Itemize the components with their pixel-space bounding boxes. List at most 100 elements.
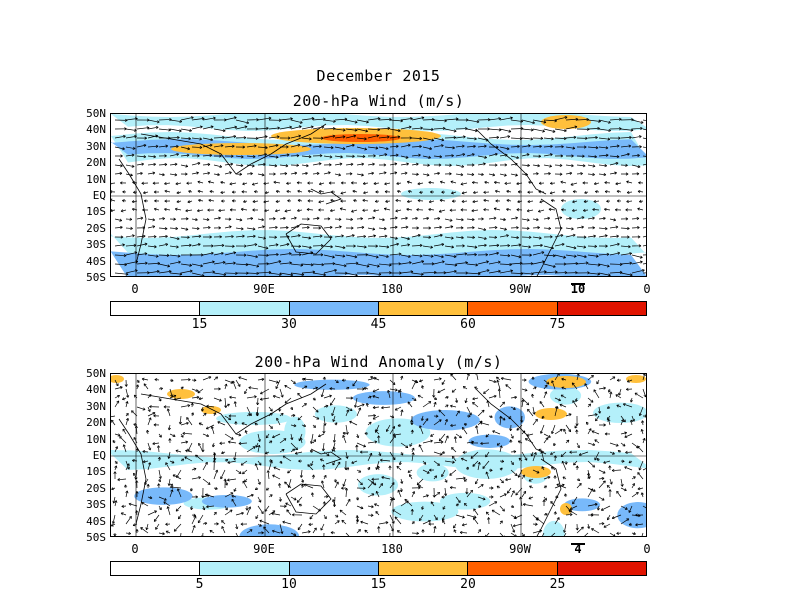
colorbar-segment	[557, 302, 646, 315]
anomaly-colorbar	[110, 561, 647, 576]
anomaly-map	[110, 373, 647, 537]
lat-label: 20S	[86, 221, 106, 235]
lon-label: 90E	[253, 282, 275, 296]
wind-panel-title: 200-hPa Wind (m/s)	[292, 92, 465, 110]
jet-core-pacific	[321, 134, 401, 142]
coast-africa	[118, 418, 147, 525]
coast-australia	[285, 223, 332, 255]
anomaly-max-6	[560, 503, 572, 515]
wind-vector-field	[111, 115, 646, 276]
anomaly-region	[352, 391, 415, 405]
anomaly-max-5	[521, 466, 551, 478]
lon-label: 0	[643, 282, 651, 296]
anomaly-region	[468, 434, 511, 448]
jet-max-atlantic	[541, 115, 591, 129]
colorbar-label: 20	[460, 577, 476, 592]
colorbar-segment	[378, 562, 469, 575]
colorbar-label: 75	[549, 317, 566, 332]
colorbar-label: 45	[370, 317, 387, 332]
coast-south-america	[536, 198, 562, 276]
anomaly-max-2	[201, 406, 221, 414]
coast-maritime	[310, 448, 342, 465]
coast-africa	[118, 158, 147, 265]
colorbar-label: 60	[460, 317, 476, 332]
colorbar-segment	[557, 562, 646, 575]
lat-label: 40S	[86, 254, 106, 268]
lat-label: 30N	[86, 399, 106, 413]
lat-label: 50N	[86, 107, 106, 120]
lat-label: 20N	[86, 416, 106, 430]
lat-label: EQ	[92, 449, 106, 462]
lat-label: 40N	[86, 123, 106, 137]
anomaly-region	[284, 416, 306, 446]
lat-label: 50S	[86, 531, 106, 544]
lat-label: 10S	[86, 205, 106, 219]
anomaly-region	[239, 524, 300, 536]
lat-label: 10S	[86, 465, 106, 479]
anomaly-region	[134, 487, 193, 505]
anomaly-region	[440, 492, 491, 510]
lon-label: 180	[381, 282, 403, 296]
colorbar-segment	[200, 302, 290, 315]
lon-label: 90W	[509, 542, 531, 556]
lat-label: 30S	[86, 498, 106, 512]
anomaly-region	[549, 386, 582, 405]
colorbar-label: 30	[281, 317, 297, 332]
lat-label: 30S	[86, 238, 106, 252]
anomaly-region	[411, 409, 480, 431]
colorbar-segment	[378, 302, 469, 315]
lon-label: 0	[131, 282, 139, 296]
colorbar-segment	[289, 302, 379, 315]
lon-label: 90W	[509, 282, 531, 296]
wind-ref-vector-label: 10	[570, 282, 586, 296]
wind-colorbar	[110, 301, 647, 316]
lat-label: 10N	[86, 172, 106, 186]
eq-anomaly-band	[111, 450, 646, 470]
map-grid	[111, 114, 646, 276]
lon-label: 90E	[253, 542, 275, 556]
anomaly-region	[391, 501, 459, 522]
month-title: December 2015	[316, 67, 441, 85]
lat-label: 40S	[86, 514, 106, 528]
colorbar-label: 15	[370, 577, 387, 592]
lat-label: 50S	[86, 271, 106, 284]
anomaly-region	[365, 418, 431, 447]
anomaly-region	[314, 405, 357, 423]
lon-label: 0	[643, 542, 651, 556]
south-blob	[141, 274, 201, 276]
anomaly-region	[294, 379, 370, 390]
lat-label: 40N	[86, 383, 106, 397]
jet-max-asia	[171, 143, 311, 155]
coast-australia	[285, 483, 332, 515]
lat-label: 10N	[86, 432, 106, 446]
anomaly-region	[216, 411, 292, 426]
lon-label: 180	[381, 542, 403, 556]
wind-map	[110, 113, 647, 277]
anomaly-ref-vector-arrow	[571, 543, 585, 545]
colorbar-segment	[111, 302, 201, 315]
colorbar-segment	[200, 562, 290, 575]
anomaly-region	[201, 494, 252, 508]
colorbar-segment	[289, 562, 379, 575]
anomaly-region	[357, 474, 399, 496]
anomaly-panel-title: 200-hPa Wind Anomaly (m/s)	[254, 353, 503, 371]
lat-label: EQ	[92, 189, 106, 202]
colorbar-label: 25	[549, 577, 566, 592]
coast-eurasia	[140, 123, 327, 175]
lat-label: 20N	[86, 156, 106, 170]
lat-label: 30N	[86, 139, 106, 153]
colorbar-segment	[111, 562, 201, 575]
anomaly-ref-vector-label: 4	[574, 542, 582, 556]
coast-eurasia	[140, 383, 327, 435]
lat-label: 20S	[86, 481, 106, 495]
anomaly-region	[542, 520, 565, 536]
wind-ref-vector-arrow	[571, 283, 585, 285]
eq-blob-2	[561, 199, 601, 219]
coast-maritime	[310, 188, 342, 205]
colorbar-segment	[468, 562, 558, 575]
anomaly-max-4	[535, 408, 567, 420]
anomaly-max-8	[626, 375, 646, 383]
anomaly-region	[416, 463, 449, 482]
colorbar-label: 15	[191, 317, 208, 332]
